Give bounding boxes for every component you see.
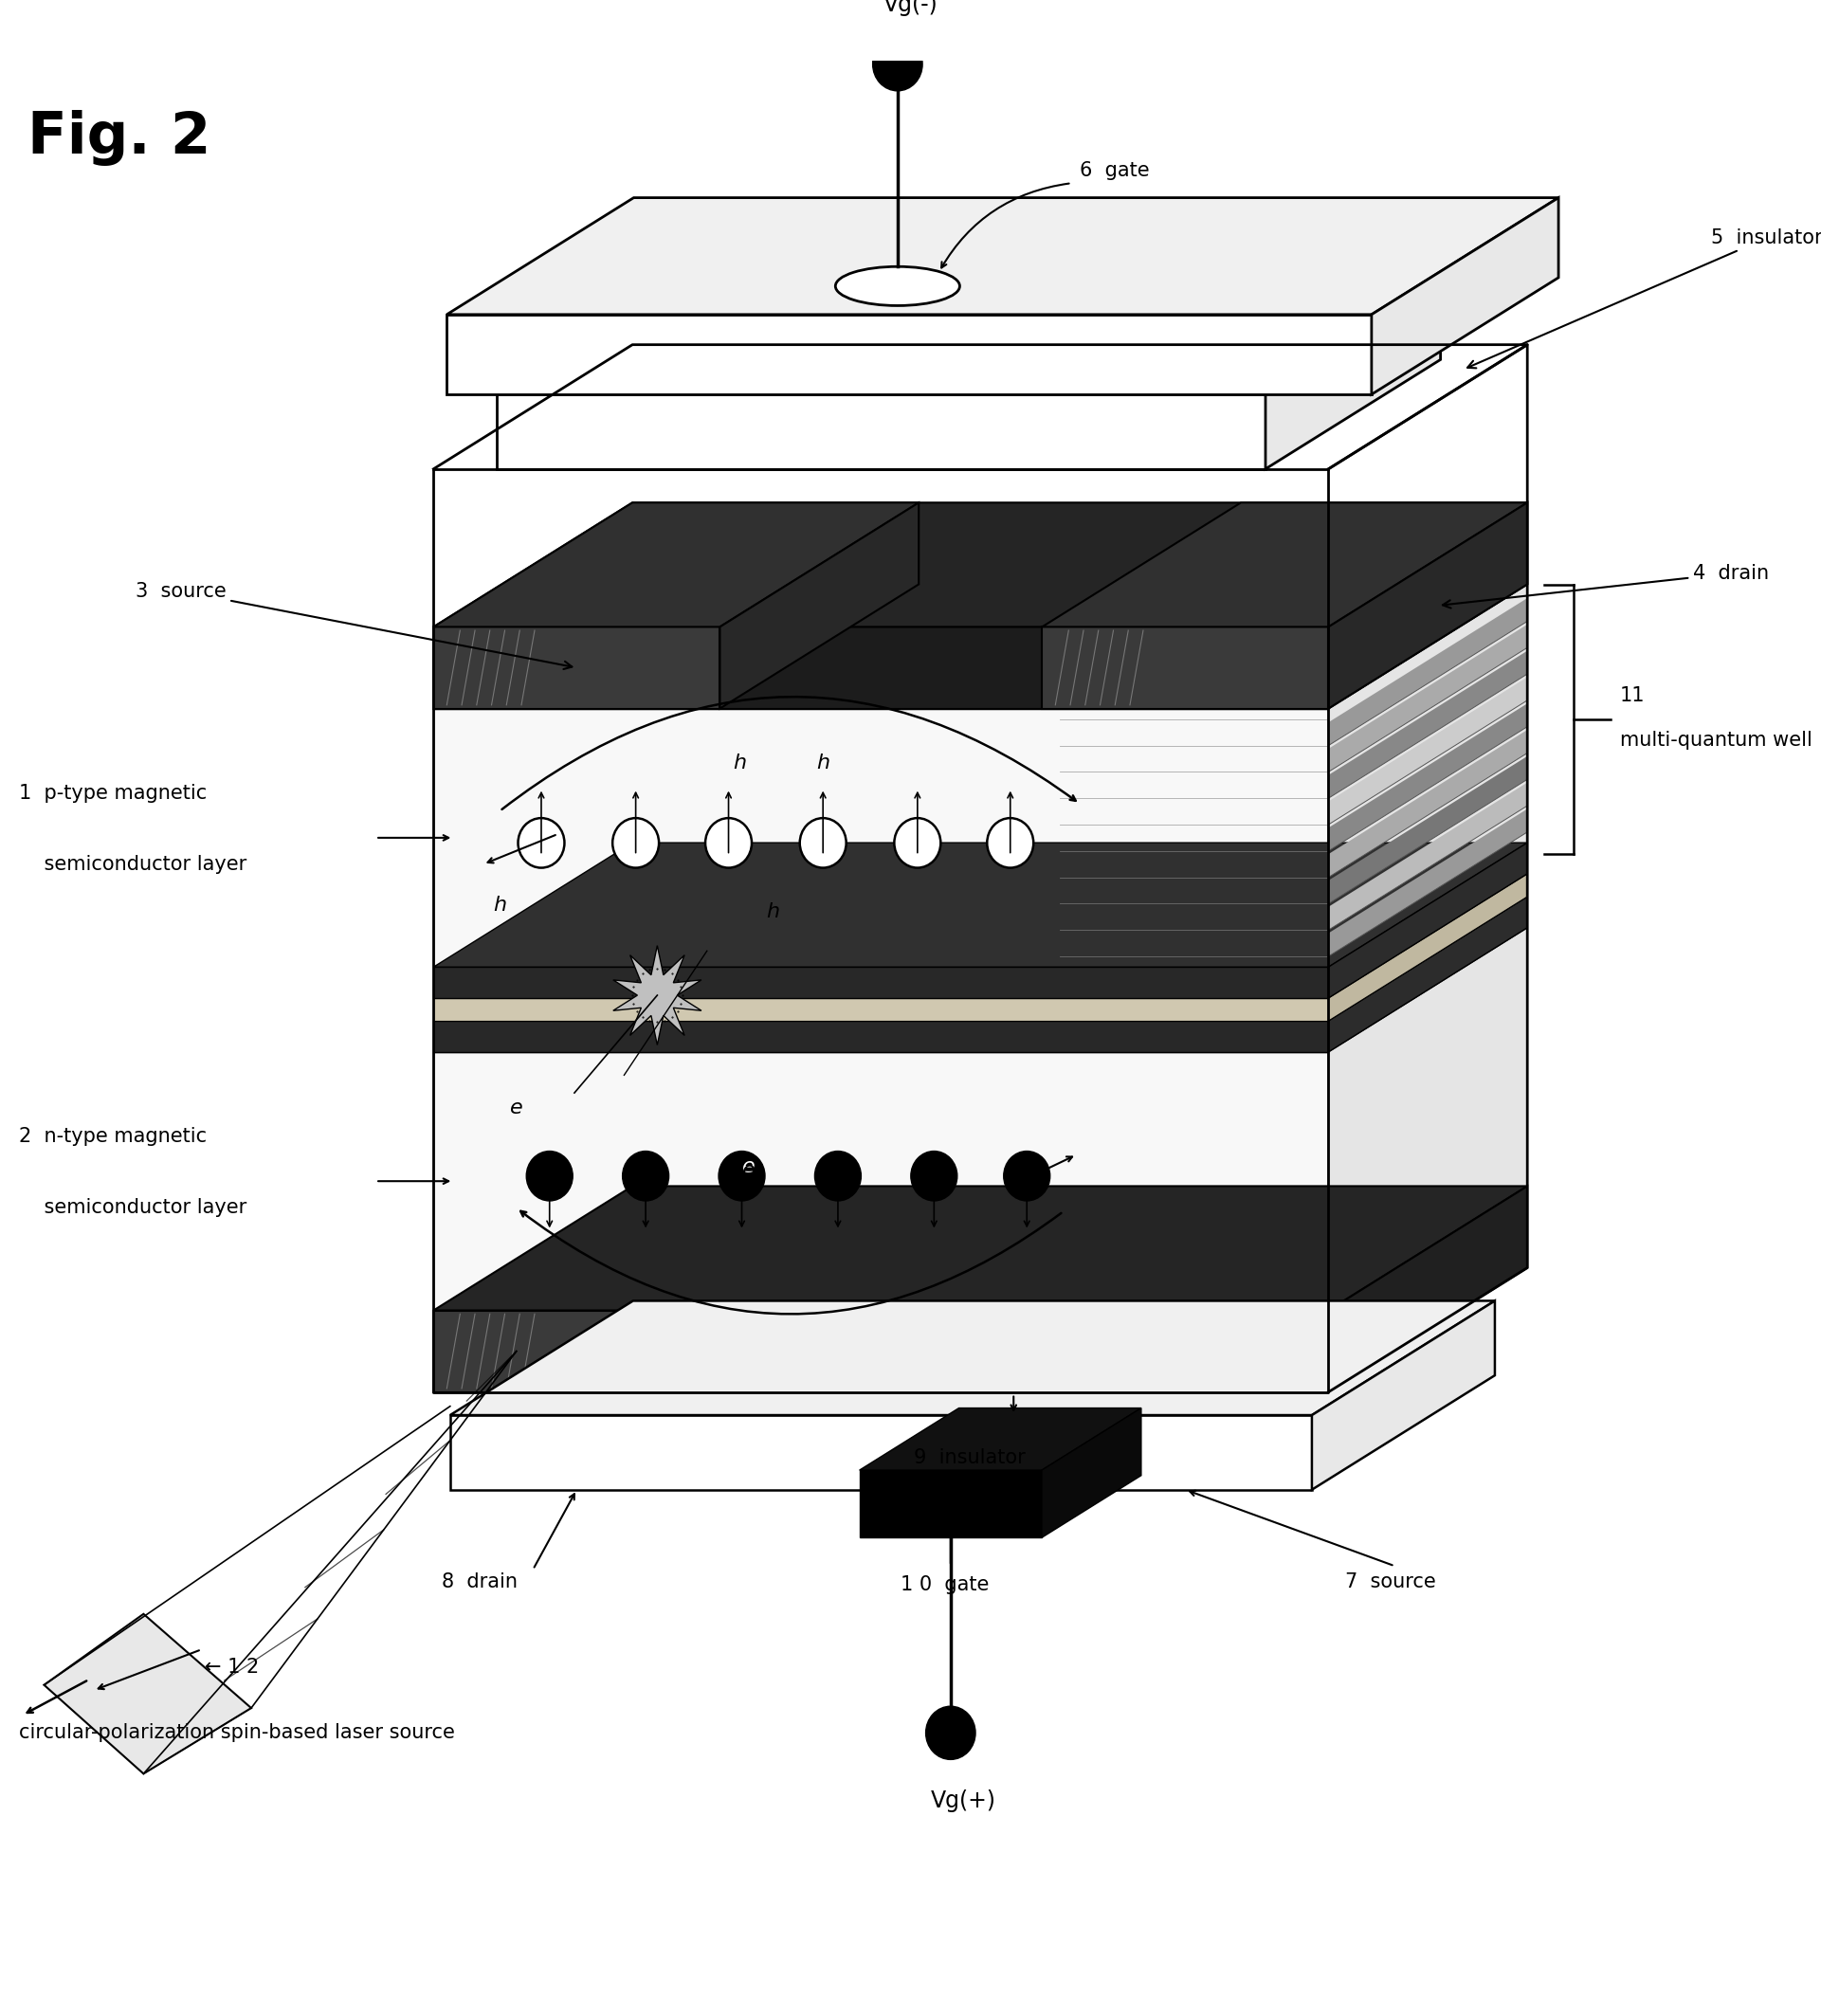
Circle shape	[612, 818, 659, 867]
Polygon shape	[1329, 897, 1528, 1052]
Circle shape	[526, 1151, 574, 1202]
Text: h: h	[493, 895, 506, 913]
Polygon shape	[1311, 1300, 1495, 1490]
Polygon shape	[1329, 585, 1528, 968]
Circle shape	[1003, 1151, 1051, 1202]
Polygon shape	[450, 1415, 1311, 1490]
Circle shape	[987, 818, 1034, 867]
Text: 7  source: 7 source	[1346, 1572, 1435, 1591]
Polygon shape	[1329, 502, 1528, 708]
Polygon shape	[433, 585, 1528, 708]
Polygon shape	[433, 843, 1528, 968]
Polygon shape	[1329, 730, 1528, 877]
Polygon shape	[497, 284, 1440, 395]
Polygon shape	[1042, 502, 1528, 627]
Polygon shape	[1042, 1310, 1329, 1393]
Polygon shape	[1329, 704, 1528, 851]
Polygon shape	[433, 1020, 1329, 1052]
Text: semiconductor layer: semiconductor layer	[20, 855, 248, 873]
Circle shape	[623, 1151, 668, 1202]
Polygon shape	[719, 502, 920, 708]
Text: h: h	[767, 903, 779, 921]
Polygon shape	[433, 998, 1329, 1020]
Circle shape	[872, 38, 923, 91]
Polygon shape	[1042, 627, 1329, 708]
Text: multi-quantum well: multi-quantum well	[1621, 730, 1812, 750]
Polygon shape	[1042, 1407, 1142, 1538]
Text: ← 1 2: ← 1 2	[204, 1657, 259, 1677]
Text: 11: 11	[1621, 687, 1644, 706]
Polygon shape	[433, 897, 1528, 1020]
Polygon shape	[433, 627, 1329, 708]
Text: Fig. 2: Fig. 2	[27, 111, 211, 165]
Polygon shape	[1329, 599, 1528, 746]
Polygon shape	[1329, 808, 1528, 956]
Text: 5  insulator: 5 insulator	[1468, 228, 1821, 369]
Polygon shape	[446, 314, 1371, 395]
Polygon shape	[497, 395, 1266, 470]
Polygon shape	[1329, 927, 1528, 1310]
Polygon shape	[1329, 502, 1528, 708]
Polygon shape	[433, 1052, 1329, 1310]
Text: 9  insulator: 9 insulator	[914, 1447, 1025, 1468]
Polygon shape	[1329, 1185, 1528, 1393]
Text: 3  source: 3 source	[135, 581, 572, 669]
Polygon shape	[860, 1470, 1042, 1538]
Polygon shape	[1329, 625, 1528, 772]
Polygon shape	[1329, 651, 1528, 798]
Text: Vg(-): Vg(-)	[883, 0, 938, 16]
Polygon shape	[433, 927, 1528, 1052]
Circle shape	[705, 818, 752, 867]
Polygon shape	[433, 502, 1528, 627]
Polygon shape	[1371, 198, 1559, 395]
Polygon shape	[433, 1310, 719, 1393]
Text: 8  drain: 8 drain	[443, 1572, 517, 1591]
Polygon shape	[860, 1407, 1142, 1470]
Polygon shape	[446, 198, 1559, 314]
Text: h: h	[816, 754, 830, 772]
Text: e: e	[510, 1099, 523, 1117]
Text: Vg(+): Vg(+)	[931, 1790, 996, 1812]
Text: e: e	[741, 1157, 756, 1175]
Polygon shape	[433, 627, 719, 708]
Polygon shape	[433, 873, 1528, 998]
Polygon shape	[433, 708, 1329, 968]
Polygon shape	[450, 1300, 1495, 1415]
Text: 4  drain: 4 drain	[1442, 564, 1768, 609]
Polygon shape	[1329, 873, 1528, 1020]
Circle shape	[719, 1151, 765, 1202]
Polygon shape	[1266, 284, 1440, 470]
Text: 1 0  gate: 1 0 gate	[901, 1577, 989, 1595]
Text: 6  gate: 6 gate	[1080, 161, 1149, 179]
Polygon shape	[433, 1310, 1329, 1393]
Text: 1  p-type magnetic: 1 p-type magnetic	[20, 784, 208, 802]
Circle shape	[814, 1151, 861, 1202]
Circle shape	[799, 818, 847, 867]
Polygon shape	[433, 1185, 1528, 1310]
Circle shape	[910, 1151, 958, 1202]
Text: semiconductor layer: semiconductor layer	[20, 1198, 248, 1218]
Polygon shape	[1329, 756, 1528, 903]
Circle shape	[517, 818, 565, 867]
Polygon shape	[1329, 782, 1528, 929]
Circle shape	[925, 1706, 976, 1760]
Text: h: h	[734, 754, 747, 772]
Polygon shape	[1329, 843, 1528, 998]
Polygon shape	[44, 1615, 251, 1774]
Text: 2  n-type magnetic: 2 n-type magnetic	[20, 1127, 208, 1145]
Text: e: e	[741, 1161, 756, 1179]
Polygon shape	[433, 968, 1329, 998]
Ellipse shape	[836, 266, 960, 306]
Polygon shape	[1329, 677, 1528, 825]
Polygon shape	[433, 502, 920, 627]
Text: circular-polarization spin-based laser source: circular-polarization spin-based laser s…	[20, 1724, 455, 1742]
Circle shape	[894, 818, 941, 867]
Polygon shape	[614, 946, 701, 1044]
